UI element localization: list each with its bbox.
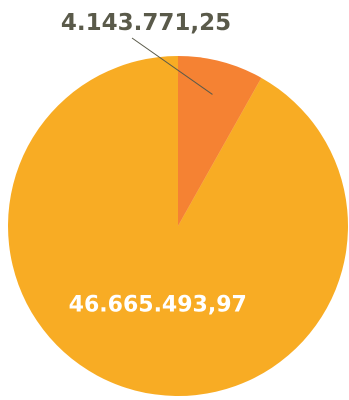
- pie-slice-small: [178, 56, 262, 226]
- pie-slices: [8, 56, 349, 396]
- leader-line: [131, 37, 213, 95]
- slice-label-small: 4.143.771,25: [61, 10, 231, 36]
- slice-label-large: 46.665.493,97: [69, 292, 247, 317]
